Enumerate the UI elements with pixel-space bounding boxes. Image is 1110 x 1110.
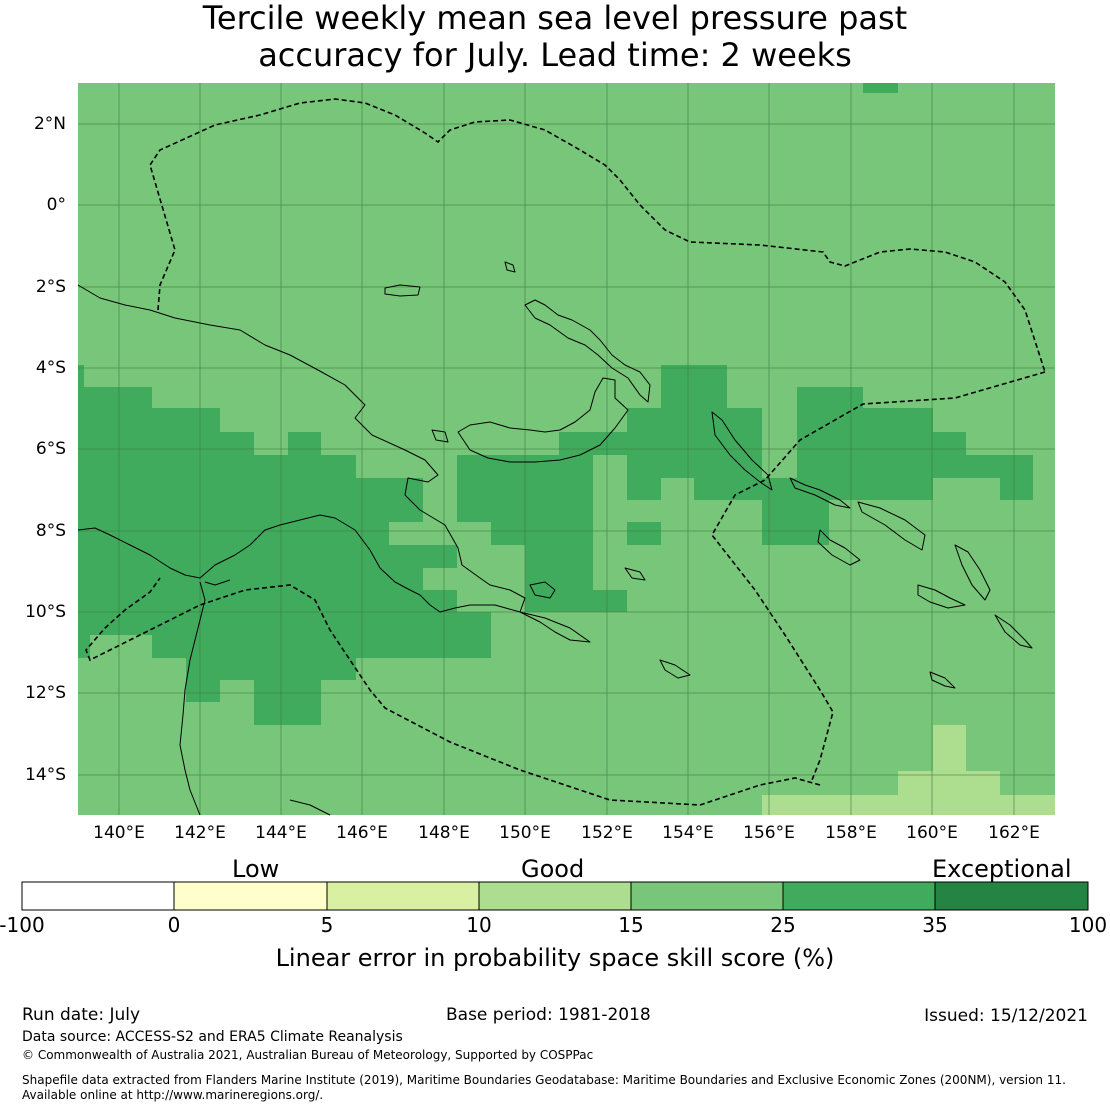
colorbar-segment-25-35 <box>783 882 935 910</box>
shapefile-credit-line-2: Available online at http://www.marinereg… <box>22 1088 324 1102</box>
tick-label-10: 10 <box>466 913 492 937</box>
colorbar-segment-15-25 <box>631 882 783 910</box>
colorbar-frame <box>21 881 1089 911</box>
skill-25-35-regions <box>78 83 1033 725</box>
map-title-line-1: Tercile weekly mean sea level pressure p… <box>202 0 908 37</box>
lon-label-144e: 144°E <box>255 823 307 843</box>
lon-label-154e: 154°E <box>662 823 714 843</box>
shapefile-credit-line-1: Shapefile data extracted from Flanders M… <box>22 1073 1066 1087</box>
colorbar-segment-10-15 <box>479 882 631 910</box>
lat-label-12s: 12°S <box>25 683 66 703</box>
tick-label-5: 5 <box>320 913 334 937</box>
tick-label-35: 35 <box>922 913 948 937</box>
category-label-good: Good <box>521 855 585 883</box>
lat-label-6s: 6°S <box>35 439 66 459</box>
lat-label-4s: 4°S <box>35 358 66 378</box>
tick-label-25: 25 <box>770 913 796 937</box>
lon-label-160e: 160°E <box>906 823 958 843</box>
copyright: © Commonwealth of Australia 2021, Austra… <box>22 1048 594 1062</box>
eez-boundaries <box>85 98 1046 806</box>
lat-label-10s: 10°S <box>25 602 66 622</box>
lon-label-152e: 152°E <box>581 823 633 843</box>
base-period: Base period: 1981-2018 <box>446 1005 651 1025</box>
skill-10-15-regions <box>762 725 1055 815</box>
lon-label-148e: 148°E <box>418 823 470 843</box>
category-label-exceptional: Exceptional <box>932 855 1072 883</box>
colorbar-segment-0-5 <box>174 882 327 910</box>
colorbar-segment-5-10 <box>327 882 479 910</box>
lon-label-140e: 140°E <box>93 823 145 843</box>
lon-label-150e: 150°E <box>499 823 551 843</box>
lon-label-142e: 142°E <box>174 823 226 843</box>
data-source: Data source: ACCESS-S2 and ERA5 Climate … <box>22 1029 403 1045</box>
lon-label-162e: 162°E <box>988 823 1040 843</box>
colorbar-segment-35-100 <box>935 882 1088 910</box>
tick-label-neg100: -100 <box>0 913 45 937</box>
map-title-line-2: accuracy for July. Lead time: 2 weeks <box>258 36 852 74</box>
tick-label-15: 15 <box>618 913 644 937</box>
lat-label-8s: 8°S <box>35 521 66 541</box>
lat-label-14s: 14°S <box>25 765 66 785</box>
lat-label-2s: 2°S <box>35 277 66 297</box>
issued-date: Issued: 15/12/2021 <box>924 1006 1088 1026</box>
colorbar-segment-neg100-0 <box>22 882 174 910</box>
tick-label-0: 0 <box>167 913 181 937</box>
map-gridlines <box>78 83 1055 815</box>
lon-label-146e: 146°E <box>336 823 388 843</box>
lat-label-0: 0° <box>46 195 66 215</box>
colorbar-label: Linear error in probability space skill … <box>275 944 835 972</box>
coastlines <box>77 261 1033 816</box>
run-date: Run date: July <box>22 1005 141 1025</box>
lon-label-156e: 156°E <box>743 823 795 843</box>
lon-label-158e: 158°E <box>825 823 877 843</box>
tick-label-100: 100 <box>1068 913 1108 937</box>
lat-label-2n: 2°N <box>33 114 66 134</box>
category-label-low: Low <box>232 855 280 883</box>
